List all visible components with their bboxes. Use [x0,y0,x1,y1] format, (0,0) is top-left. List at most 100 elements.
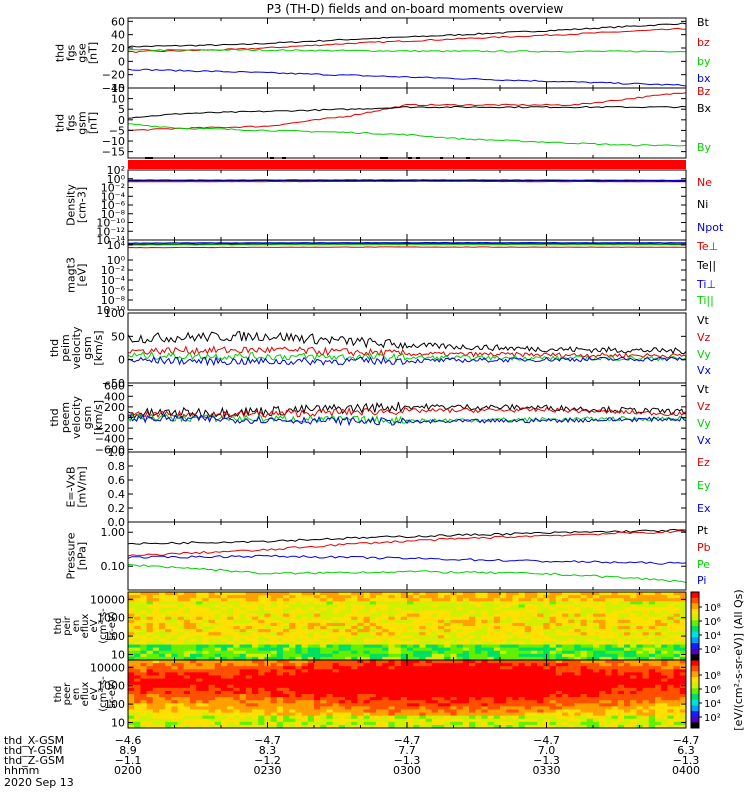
colorbar-segment [691,660,699,667]
state-bar-red-2 [128,166,686,169]
xaxis-tick-value: 0330 [533,764,561,777]
fgs-gsm-ylabel-line: thd [54,114,67,132]
fgs-gsm-ylabel-line: [nT] [87,112,100,134]
xaxis-row-label: thd_Y-GSM [4,744,63,757]
colorbar-segment [691,694,699,701]
xaxis-tick-value: 0200 [114,764,142,777]
xaxis-row-label: thd_X-GSM [4,734,64,747]
pressure-ytick-label: 0.10 [101,560,126,573]
xaxis-tick-value: −1.3 [673,754,700,767]
pressure-legend-1: Pb [697,541,711,554]
fgs-gsm-ytick-label: 0 [118,114,125,127]
peer-spectrogram-ytick-label: 10 [111,716,125,729]
colorbar-segment [691,711,699,718]
efield-frame [127,451,687,523]
fgs-gsm-ytick-label: −10 [102,135,125,148]
peem-velocity-legend-1: Vz [697,400,711,413]
state-bar-red [128,160,686,166]
peem-velocity-legend-3: Vx [697,434,712,447]
figure-title: P3 (TH-D) fields and on-board moments ov… [267,2,564,16]
peem-velocity-ylabel-line: [km/s] [92,400,105,435]
peer-spectrogram-ylabel-line: (cm²-s- [98,676,109,712]
colorbar-label: [eV/(cm²-s-sr-eV)] (All Qs) [732,589,745,730]
peim-velocity-series-0 [127,331,687,355]
peem-velocity-ylabel-line: velocity [70,396,83,439]
fgs-gse-ylabel-line: [nT] [87,42,100,64]
state-mark-5 [416,157,420,159]
pressure-ylabel-line: Pressure [65,532,78,579]
density-series-2 [127,179,687,181]
peem-velocity-ytick-label: −200 [95,422,125,435]
efield-ytick-label: 0.0 [108,516,126,529]
temperature-frame [127,239,687,311]
peem-velocity-ytick-label: −600 [95,443,125,456]
panel-efield: 1.00.80.60.40.20.0 E=-VxB[mV/m] Ez Ey Ex [65,446,711,529]
peer-spectrogram-ylabel-line: en [71,688,82,701]
fgs-gse-ylabel-line: thd [54,44,67,62]
peir-spectrogram-cells [128,592,686,660]
colorbar-segment [691,597,699,604]
peir-spectrogram-ylabel-line: thd [53,618,64,635]
colorbar-segment [691,637,699,644]
temperature-ytick-label: 10⁻⁸ [101,294,126,307]
fgs-gsm-legend-1: Bx [697,102,712,115]
peir-spectrogram-ytick-label: 10000 [90,593,125,606]
panel-peir-spectrogram: 10000 1000 100 10 thdpeirenefluxeV(cm²-s-sr-… [53,591,687,661]
state-mark-2 [282,157,286,159]
fgs-gsm-ytick-label: −5 [109,124,125,137]
colorbar-frame [690,659,700,729]
peim-velocity-ylabel-line: thd [48,339,61,357]
peer-spectrogram-ytick-label: 100 [104,698,125,711]
colorbar-segment [691,626,699,633]
temperature-legend-3: Ti|| [696,294,714,307]
efield-ylabel-line: [mV/m] [76,466,89,507]
panel-pressure: 1.00 0.10 Pressure[nPa] Pt Pb Pe Pi [65,521,711,591]
fgs-gsm-series-0 [127,92,687,131]
density-legend-2: Npot [697,221,724,234]
colorbar-segment [691,654,699,661]
colorbar-segment [691,682,699,689]
peim-velocity-ylabel-line: peim [59,334,72,362]
peir-spectrogram-ylabel-line: (cm²-s- [98,608,109,644]
peem-velocity-series-0 [127,401,687,419]
fgs-gse-ytick-label: 0 [118,55,125,68]
fgs-gse-frame [127,17,687,89]
peer-spectrogram-ylabel-line: sr-eV) [107,679,118,708]
peem-velocity-legend-0: Vt [697,383,710,396]
colorbar-segment [691,620,699,627]
colorbar-segment [691,722,699,729]
colorbar-tick-label: 10² [704,713,721,724]
efield-legend-1: Ey [697,479,711,492]
xaxis-tick-value: 0300 [393,764,421,777]
efield-legend-0: Ez [697,456,710,469]
fgs-gsm-series-1 [127,105,687,119]
peim-velocity-ytick-label: 50 [111,330,125,343]
colorbar-segment [691,699,699,706]
fgs-gsm-ytick-label: 15 [111,82,125,95]
xaxis-tick-value: −4.7 [394,734,421,747]
fgs-gsm-ylabel-line: gsm [76,111,89,134]
peim-velocity-ytick-label: 0 [118,354,125,367]
peem-velocity-ylabel-line: peem [59,402,72,433]
panel-peer-spectrogram: 10000 1000 100 10 thdpeerenefluxeV(cm²-s-sr-… [53,659,687,729]
pressure-frame [127,521,687,591]
xaxis-row-label: thd_Z-GSM [4,754,64,767]
fgs-gsm-series-2 [127,123,687,147]
colorbar-tick-label: 10⁶ [704,617,721,628]
peir-spectrogram-ylabel-line: eflux [80,614,91,639]
fgs-gse-series-2 [127,48,687,53]
peim-velocity-legend-3: Vx [697,364,712,377]
density-ytick-label: 10⁰ [107,173,126,186]
density-ytick-label: 10⁻¹⁰ [96,217,125,230]
temperature-ytick-label: 10⁻⁶ [101,284,126,297]
fgs-gse-series-3 [127,68,687,87]
peem-velocity-ytick-label: 600 [104,380,125,393]
state-mark-4 [408,157,412,159]
fgs-gse-series-1 [127,27,687,54]
peir-spectrogram-ytick-label: 100 [104,630,125,643]
xaxis-tick-value: −1.3 [394,754,421,767]
peim-velocity-legend-0: Vt [697,314,710,327]
